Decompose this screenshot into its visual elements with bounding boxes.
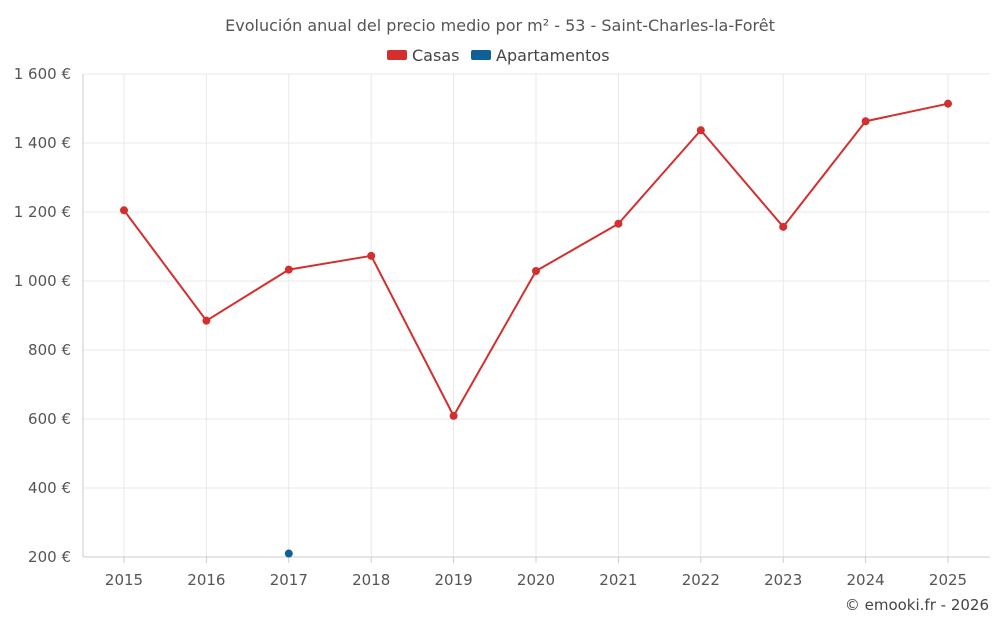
data-point-casas-2024[interactable] [861, 117, 870, 126]
chart-title: Evolución anual del precio medio por m² … [225, 16, 775, 35]
x-tick-label: 2024 [847, 571, 885, 589]
y-tick-label: 1 200 € [14, 203, 71, 221]
x-tick-label: 2017 [270, 571, 308, 589]
x-tick-label: 2021 [599, 571, 637, 589]
x-tick-label: 2016 [187, 571, 225, 589]
legend-item-apartamentos[interactable]: Apartamentos [471, 46, 610, 65]
y-tick-label: 1 000 € [14, 272, 71, 290]
data-point-casas-2025[interactable] [944, 99, 952, 108]
grid [83, 73, 990, 558]
data-point-casas-2015[interactable] [120, 206, 128, 215]
x-tick-label: 2015 [105, 571, 143, 589]
x-tick-label: 2022 [682, 571, 720, 589]
x-axis-ticks: 2015 2016 2017 2018 2019 2020 2021 2022 2023 2024… [105, 571, 967, 589]
data-point-casas-2019[interactable] [449, 411, 458, 420]
series [120, 99, 952, 558]
y-tick-label: 200 € [28, 548, 71, 566]
data-point-apartamentos-2017[interactable] [284, 549, 293, 558]
y-axis-ticks: 200 € 400 € 600 € 800 € 1 000 € 1 200 € 1 400 … [14, 65, 71, 566]
series-casas [120, 99, 952, 420]
x-tick-label: 2020 [517, 571, 555, 589]
data-point-casas-2020[interactable] [532, 266, 540, 275]
legend-label-casas: Casas [412, 46, 459, 65]
legend-item-casas[interactable]: Casas [387, 46, 459, 65]
x-tick-label: 2018 [352, 571, 390, 589]
x-tick-label: 2025 [929, 571, 967, 589]
legend: Casas Apartamentos [387, 46, 610, 65]
legend-swatch-apartamentos [471, 50, 491, 60]
data-point-casas-2017[interactable] [284, 265, 293, 274]
legend-label-apartamentos: Apartamentos [496, 46, 610, 65]
data-point-casas-2018[interactable] [367, 251, 376, 260]
x-tick-label: 2019 [435, 571, 473, 589]
axes [82, 74, 990, 563]
data-point-casas-2023[interactable] [779, 222, 788, 231]
data-point-casas-2016[interactable] [202, 316, 211, 325]
data-point-casas-2022[interactable] [696, 126, 705, 135]
y-tick-label: 1 600 € [14, 65, 71, 83]
y-tick-label: 600 € [28, 410, 71, 428]
x-tick-label: 2023 [764, 571, 802, 589]
credit: © emooki.fr - 2026 [845, 596, 989, 614]
data-point-casas-2021[interactable] [614, 219, 623, 228]
y-tick-label: 800 € [28, 341, 71, 359]
y-tick-label: 400 € [28, 479, 71, 497]
series-apartamentos [284, 549, 293, 558]
legend-swatch-casas [387, 50, 407, 60]
y-tick-label: 1 400 € [14, 134, 71, 152]
